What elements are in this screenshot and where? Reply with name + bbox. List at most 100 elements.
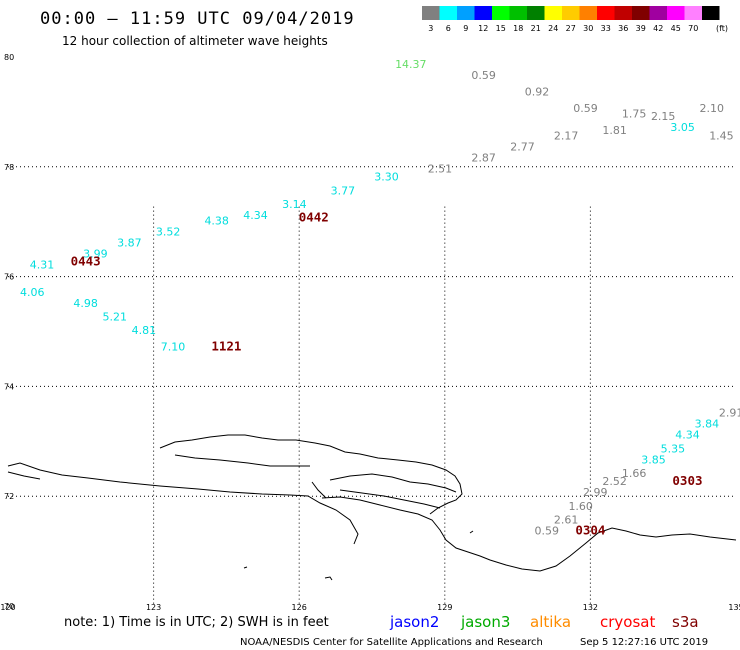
wave-height-label: 0.59 <box>471 69 496 82</box>
legend-swatch <box>562 6 580 20</box>
satellite-name: jason3 <box>460 613 510 631</box>
legend-swatch <box>614 6 632 20</box>
wave-height-label: 3.30 <box>374 171 399 184</box>
latitude-tick-label: 76 <box>4 273 14 282</box>
wave-height-label: 3.99 <box>83 247 108 260</box>
pass-time-label: 1121 <box>211 339 241 354</box>
legend-swatch <box>527 6 545 20</box>
wave-height-label: 1.75 <box>622 107 647 120</box>
coastline-inner-3 <box>311 481 327 499</box>
wave-height-label: 2.51 <box>428 162 453 175</box>
wave-height-label: 2.99 <box>583 486 608 499</box>
legend-label: 30 <box>583 24 593 33</box>
wave-height-label: 0.59 <box>573 102 598 115</box>
credit-line: NOAA/NESDIS Center for Satellite Applica… <box>240 637 543 648</box>
wave-height-label: 2.10 <box>699 102 724 115</box>
longitude-tick-label: 120 <box>0 603 15 612</box>
legend-label: 18 <box>513 24 523 33</box>
legend-swatch <box>649 6 667 20</box>
wave-height-label: 4.06 <box>20 286 45 299</box>
map-subtitle: 12 hour collection of altimeter wave hei… <box>62 34 328 48</box>
wave-height-label: 2.61 <box>554 514 579 527</box>
satellite-legend: jason2 jason3 altika cryosat s3a <box>389 613 699 631</box>
wave-height-label: 4.81 <box>132 324 157 337</box>
wave-height-label: 4.98 <box>73 297 98 310</box>
wave-height-label: 2.91 <box>719 407 740 420</box>
island-1 <box>324 576 333 581</box>
wave-height-label: 0.59 <box>534 525 559 538</box>
legend-swatch <box>474 6 492 20</box>
legend-swatch <box>492 6 510 20</box>
coastline <box>7 434 737 581</box>
color-legend: 3 6 9 12 15 18 21 24 27 30 33 36 39 42 45 70 <box>422 6 720 33</box>
pass-time-labels: 0442 0443 1121 0303 0304 <box>71 210 703 538</box>
wave-height-label: 4.34 <box>243 209 268 222</box>
wave-height-label: 3.52 <box>156 225 181 238</box>
legend-label: 70 <box>688 24 698 33</box>
coastline-inner-2 <box>329 473 457 493</box>
wave-height-label: 2.77 <box>510 140 535 153</box>
island-3 <box>469 530 474 534</box>
legend-label: 9 <box>463 24 468 33</box>
legend-label: 45 <box>671 24 681 33</box>
legend-label: 6 <box>446 24 451 33</box>
satellite-name: s3a <box>672 613 699 631</box>
wave-height-label: 14.37 <box>395 58 427 71</box>
longitude-tick-label: 135 <box>728 603 740 612</box>
wave-height-label: 2.15 <box>651 110 676 123</box>
pass-time-label: 0442 <box>299 210 329 225</box>
coastline-inner-1 <box>174 454 310 467</box>
legend-swatch <box>702 6 720 20</box>
wave-height-label: 4.31 <box>30 258 55 271</box>
wave-height-label: 4.34 <box>675 429 700 442</box>
lat-lon-grid <box>8 166 736 606</box>
wave-height-label: 2.17 <box>554 129 579 142</box>
wave-height-observations: 14.370.590.920.591.752.152.101.701.813.0… <box>20 58 740 538</box>
wave-height-label: 5.35 <box>661 442 686 455</box>
coastline-taimyr <box>159 434 463 515</box>
wave-height-label: 3.84 <box>695 418 720 431</box>
wave-height-label: 3.05 <box>670 121 695 134</box>
longitude-tick-label: 132 <box>583 603 598 612</box>
satellite-name: jason2 <box>389 613 439 631</box>
legend-swatch <box>544 6 562 20</box>
legend-swatch <box>632 6 650 20</box>
pass-time-label: 0443 <box>71 254 101 269</box>
longitude-tick-label: 126 <box>292 603 307 612</box>
legend-label: 36 <box>618 24 628 33</box>
legend-swatch <box>597 6 615 20</box>
legend-label: 3 <box>428 24 433 33</box>
latitude-tick-label: 72 <box>4 492 14 501</box>
legend-swatch <box>439 6 457 20</box>
legend-label: 39 <box>636 24 646 33</box>
pass-time-label: 0304 <box>575 523 605 538</box>
footer-note: note: 1) Time is in UTC; 2) SWH is in fe… <box>64 615 329 630</box>
wave-height-label: 1.60 <box>568 500 593 513</box>
wave-height-label: 4.38 <box>204 214 229 227</box>
legend-swatch <box>684 6 702 20</box>
coastline-inner-4 <box>339 489 441 509</box>
wave-height-label: 3.77 <box>331 184 356 197</box>
wave-height-label: 1.81 <box>602 124 627 137</box>
wave-height-label: 0.92 <box>525 85 550 98</box>
wave-height-label: 1.45 <box>709 129 734 142</box>
wave-height-label: 2.87 <box>471 151 496 164</box>
wave-height-label: 2.52 <box>602 475 627 488</box>
latitude-tick-label: 80 <box>4 53 14 62</box>
wave-height-label: 7.10 <box>161 341 186 354</box>
legend-label: 24 <box>548 24 558 33</box>
satellite-name: cryosat <box>600 613 655 631</box>
latitude-tick-label: 70 <box>4 602 14 611</box>
legend-label: 42 <box>653 24 663 33</box>
wave-height-label: 1.66 <box>622 467 647 480</box>
legend-swatch <box>457 6 475 20</box>
legend-label: 15 <box>496 24 506 33</box>
coastline-main <box>7 462 359 545</box>
credit-timestamp: Sep 5 12:27:16 UTC 2019 <box>580 637 708 648</box>
legend-label: 33 <box>601 24 611 33</box>
wave-height-label: 3.85 <box>641 453 666 466</box>
longitude-tick-label: 129 <box>437 603 452 612</box>
axis-ticks: 120 123 126 129 132 135 80 78 76 74 72 70 <box>0 53 740 612</box>
legend-label: 12 <box>478 24 488 33</box>
